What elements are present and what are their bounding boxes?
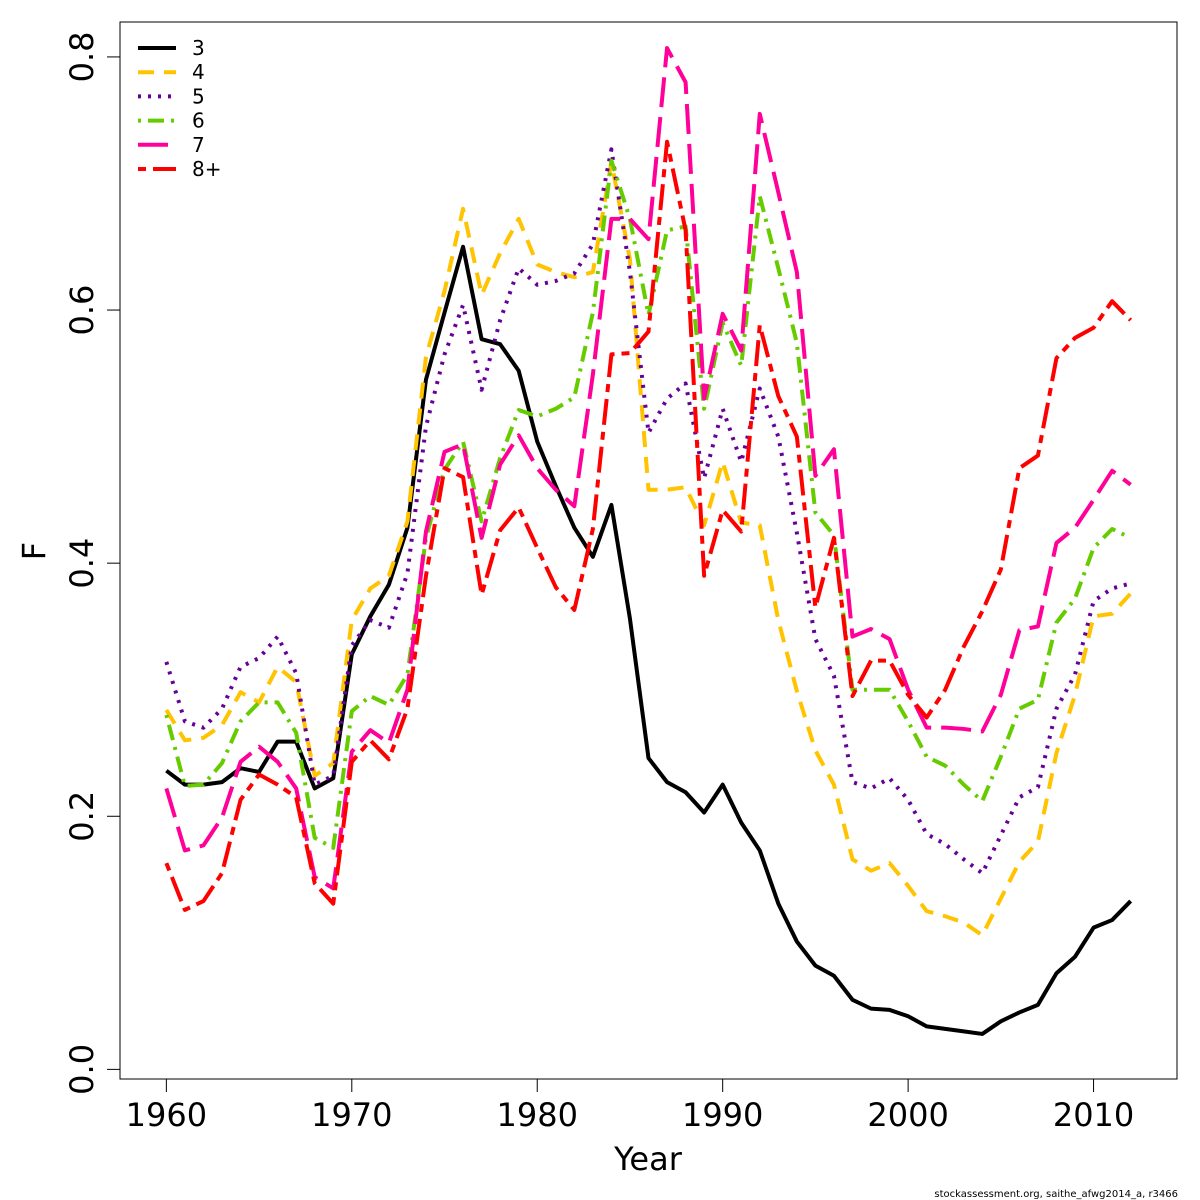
plot-area bbox=[119, 21, 1178, 1080]
legend-label: 6 bbox=[192, 109, 205, 133]
x-axis: 1960 1970 1980 1990 2000 2010 bbox=[126, 1078, 1134, 1134]
y-axis-title: F bbox=[15, 542, 53, 560]
x-tick-label: 1960 bbox=[126, 1096, 207, 1134]
series-line-8plus bbox=[164, 139, 1133, 912]
x-tick-label: 2000 bbox=[867, 1096, 948, 1134]
series-lines bbox=[164, 46, 1133, 1036]
credit-note: stockassessment.org, saithe_afwg2014_a, … bbox=[934, 1189, 1178, 1200]
series-line-3 bbox=[165, 244, 1133, 1036]
series-line-5 bbox=[164, 147, 1132, 876]
series-line-6 bbox=[164, 158, 1132, 850]
x-tick-label: 1980 bbox=[497, 1096, 578, 1134]
legend-label: 3 bbox=[192, 36, 205, 60]
y-axis: 0.0 0.2 0.4 0.6 0.8 bbox=[63, 31, 121, 1095]
legend-label: 5 bbox=[192, 84, 205, 108]
x-tick-label: 1990 bbox=[682, 1096, 763, 1134]
y-tick-label: 0.6 bbox=[63, 285, 101, 336]
y-tick-label: 0.8 bbox=[63, 31, 101, 82]
plot-frame bbox=[119, 21, 1178, 1080]
x-tick-label: 1970 bbox=[311, 1096, 392, 1134]
y-tick-label: 0.2 bbox=[63, 791, 101, 842]
series-line-7 bbox=[164, 46, 1132, 891]
series-line-4 bbox=[164, 159, 1133, 938]
y-tick-label: 0.4 bbox=[63, 538, 101, 589]
legend-label: 4 bbox=[192, 60, 205, 84]
legend-label: 7 bbox=[192, 133, 205, 157]
y-tick-label: 0.0 bbox=[63, 1044, 101, 1095]
x-axis-title: Year bbox=[613, 1140, 683, 1178]
x-tick-label: 2010 bbox=[1053, 1096, 1134, 1134]
legend-label: 8+ bbox=[192, 157, 221, 181]
